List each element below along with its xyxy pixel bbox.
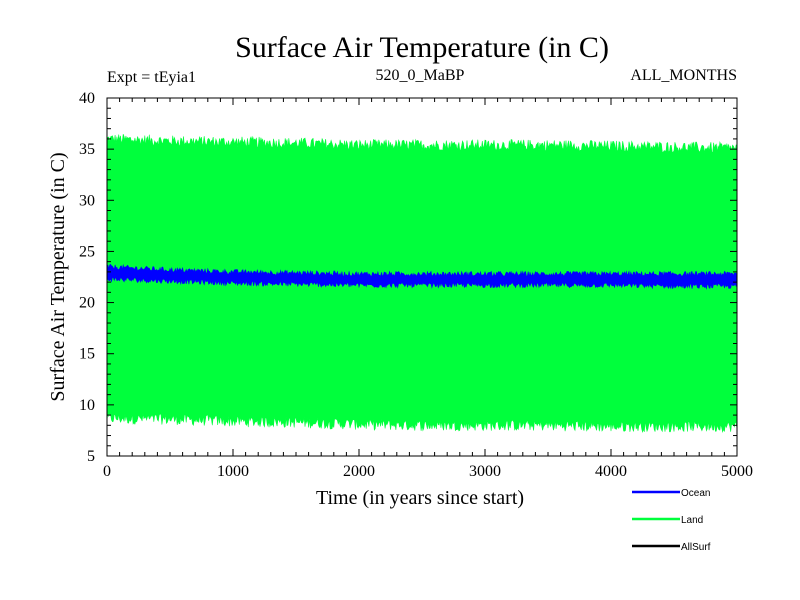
period-label: 520_0_MaBP <box>376 67 465 84</box>
x-tick-label: 3000 <box>469 463 501 480</box>
y-tick-label: 30 <box>79 192 95 209</box>
y-tick-label: 20 <box>79 295 95 312</box>
y-tick-label: 5 <box>87 448 95 465</box>
legend: Ocean Land AllSurf <box>632 488 711 553</box>
chart-title: Surface Air Temperature (in C) <box>235 31 609 64</box>
x-tick-label: 0 <box>103 463 111 480</box>
legend-label-land: Land <box>681 515 703 526</box>
y-tick-label: 40 <box>79 90 95 107</box>
y-tick-label: 35 <box>79 141 95 158</box>
x-tick-label: 5000 <box>721 463 753 480</box>
legend-label-ocean: Ocean <box>681 488 710 499</box>
y-tick-label: 25 <box>79 243 95 260</box>
x-tick-label: 1000 <box>217 463 249 480</box>
months-label: ALL_MONTHS <box>630 67 737 84</box>
y-axis-label: Surface Air Temperature (in C) <box>47 152 69 401</box>
x-tick-label: 2000 <box>343 463 375 480</box>
y-tick-label: 15 <box>79 346 95 363</box>
y-axis: 5 10 15 20 25 30 35 40 <box>79 90 737 465</box>
x-tick-label: 4000 <box>595 463 627 480</box>
x-axis-label: Time (in years since start) <box>316 487 524 509</box>
legend-label-allsurf: AllSurf <box>681 542 711 553</box>
plot-series <box>106 134 738 434</box>
y-tick-label: 10 <box>79 397 95 414</box>
experiment-label: Expt = tEyia1 <box>107 69 196 86</box>
x-axis: 0 1000 2000 3000 4000 5000 <box>103 98 753 480</box>
